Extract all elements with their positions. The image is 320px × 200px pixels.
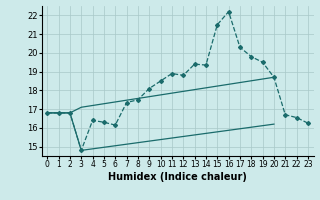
X-axis label: Humidex (Indice chaleur): Humidex (Indice chaleur) <box>108 172 247 182</box>
